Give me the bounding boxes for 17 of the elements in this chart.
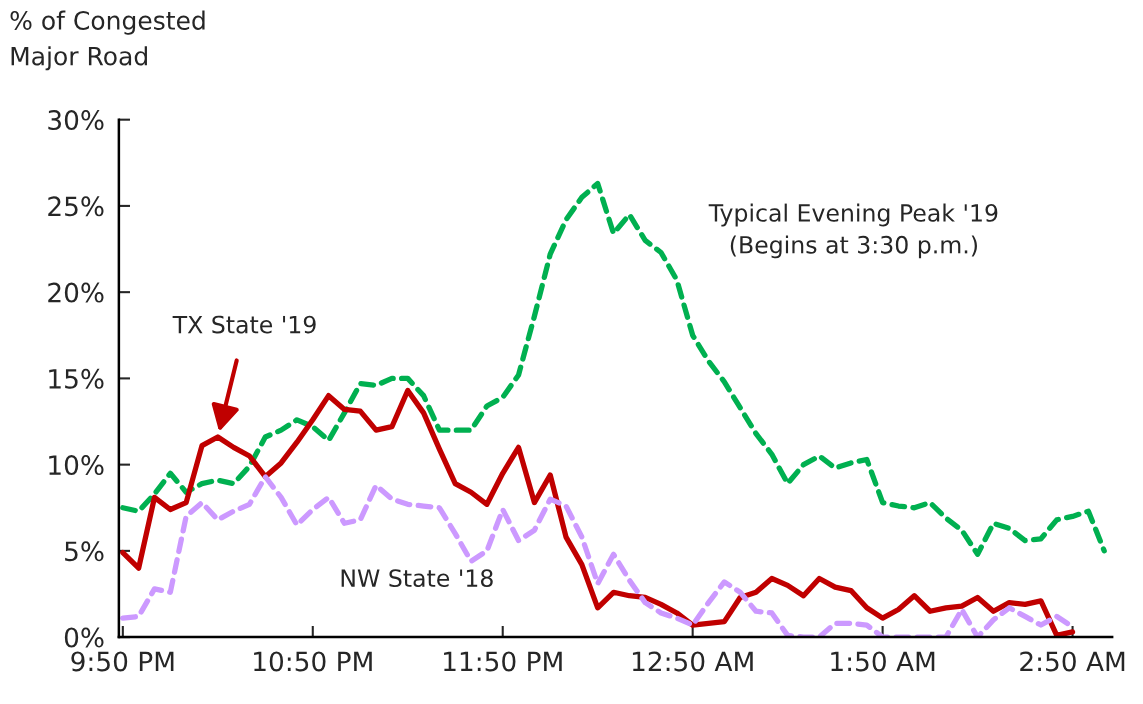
x-tick-label: 12:50 AM [632,651,753,672]
text: TX State '19 [172,315,316,334]
y-axis-title: % of Congested Major Road [10,10,205,71]
series-label: Typical Evening Peak '19 (Begins at 3:30 p.m.) [708,203,998,259]
y-tick-label: 30% [48,110,104,131]
y-tick-label: 0% [64,627,104,648]
y-tick-label: 15% [49,368,104,389]
y-tick-label: 20% [48,282,104,303]
x-tick-label: 10:50 PM [254,651,372,672]
series-label: NW State '18 [341,569,493,588]
x-tick-label: 1:50 AM [831,651,935,672]
x-tick-label: 11:50 PM [444,651,562,672]
y-tick-label: 5% [65,541,104,562]
x-tick-label: 2:50 AM [1020,651,1125,672]
y-tick-label: 10% [49,455,104,476]
y-tick-label: 25% [48,196,104,217]
x-tick-label: 9:50 PM [71,651,174,672]
